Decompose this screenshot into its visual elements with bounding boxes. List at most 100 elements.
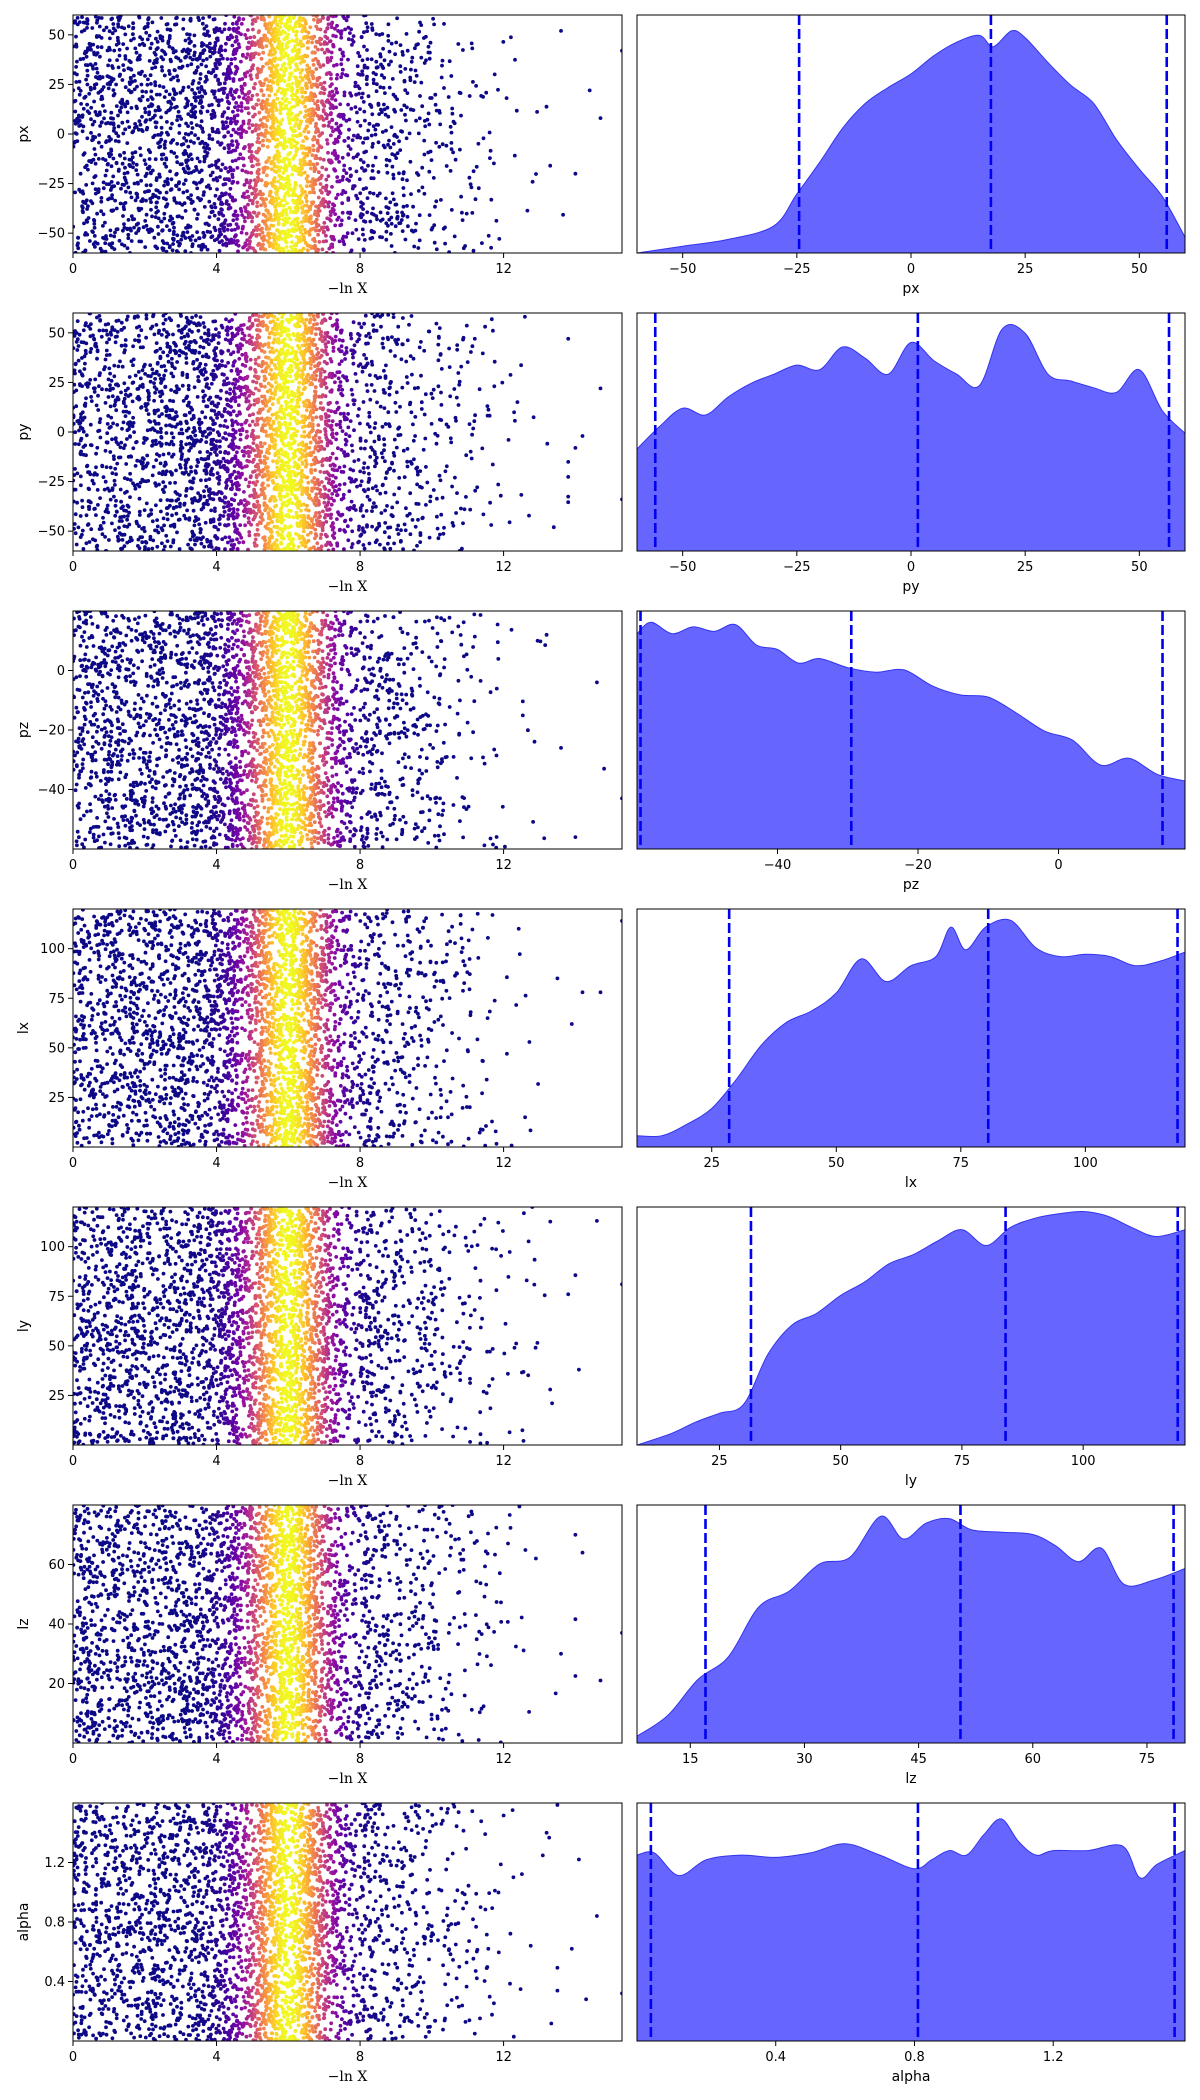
trace-py-point [94, 513, 98, 517]
trace-px-point [292, 124, 297, 128]
trace-px-point [304, 176, 309, 181]
trace-px-point [99, 36, 104, 40]
trace-px-point [161, 57, 166, 62]
trace-py-point [392, 541, 396, 546]
trace-px-point [249, 97, 254, 102]
trace-px-point [182, 136, 187, 140]
trace-px-point [169, 102, 174, 106]
trace-px-point [236, 243, 241, 248]
trace-px-point [115, 58, 119, 62]
trace-px-point [334, 156, 339, 161]
trace-px-point [277, 217, 281, 221]
trace-px-point [321, 157, 326, 162]
trace-py-point [417, 345, 422, 350]
trace-py-point [370, 524, 374, 529]
trace-px-point [284, 144, 289, 149]
trace-px-point [228, 206, 233, 210]
trace-px-point [315, 114, 320, 118]
trace-px-point [387, 62, 391, 67]
trace-px-point [150, 20, 155, 25]
trace-px-point [202, 233, 207, 238]
trace-py-point [188, 537, 193, 542]
trace-px-point [323, 29, 328, 34]
trace-px-point [215, 187, 219, 192]
trace-px-point [382, 102, 386, 107]
trace-py-point [468, 507, 473, 512]
trace-px-point [125, 46, 129, 51]
trace-py-point [161, 516, 166, 521]
trace-px-point [192, 44, 197, 48]
trace-px-point [389, 59, 393, 64]
trace-px-point [329, 55, 334, 60]
trace-py-point [106, 395, 111, 399]
trace-px-point [262, 18, 267, 22]
trace-px-point [348, 174, 353, 179]
trace-py-point [566, 460, 571, 464]
trace-px-point [74, 65, 78, 69]
trace-px-point [212, 89, 217, 94]
trace-px-point [81, 191, 86, 196]
trace-px-point [139, 206, 144, 211]
trace-px-point [116, 113, 120, 118]
trace-py-point [119, 343, 124, 348]
trace-px-point [269, 61, 273, 65]
trace-px-point [174, 171, 179, 176]
trace-px-point [122, 68, 126, 72]
trace-py-point [384, 363, 388, 368]
trace-py-point [380, 455, 385, 460]
trace-px-point [99, 196, 104, 200]
trace-px-point [295, 90, 299, 95]
trace-px-point [366, 128, 371, 133]
trace-py-point [107, 366, 112, 371]
trace-px-point [257, 140, 262, 145]
trace-px-point [306, 113, 311, 117]
trace-px-point [156, 209, 160, 214]
trace-px-point [171, 242, 176, 246]
trace-px-point [298, 162, 303, 166]
trace-py-point [448, 394, 453, 399]
trace-px-point [393, 52, 397, 57]
trace-py-point [386, 410, 391, 415]
trace-px-point [459, 194, 463, 199]
trace-py-point [146, 479, 151, 483]
trace-px-point [265, 166, 270, 170]
trace-px-point [109, 180, 114, 184]
trace-px-point [144, 118, 149, 122]
trace-py-point [384, 471, 389, 475]
trace-px-point [337, 239, 342, 244]
trace-py-point [431, 387, 436, 392]
trace-px-point [509, 35, 513, 40]
trace-px-point [110, 31, 115, 36]
trace-px-point [235, 22, 239, 26]
trace-px-point [363, 136, 367, 141]
trace-px-point [255, 102, 259, 107]
trace-py-point [368, 335, 373, 340]
trace-px-point [252, 35, 257, 39]
trace-py-point [82, 367, 87, 371]
trace-px-point [153, 215, 158, 220]
trace-px-point [305, 162, 310, 167]
trace-px-point [153, 52, 158, 57]
trace-py-point [120, 426, 124, 431]
trace-px-point [125, 246, 130, 251]
trace-px-point [202, 159, 207, 164]
trace-px-point [134, 162, 139, 167]
trace-py-point [393, 354, 397, 358]
trace-px-point [284, 240, 289, 245]
trace-px-point [286, 231, 290, 235]
trace-px-point [400, 177, 405, 182]
trace-py-point [500, 380, 505, 385]
trace-py-point [73, 361, 78, 366]
trace-px-point [316, 47, 320, 52]
trace-px-point [275, 96, 280, 101]
trace-px-point [131, 165, 135, 170]
trace-px-point [303, 90, 308, 95]
trace-py-point [389, 513, 394, 517]
trace-px-point [247, 126, 252, 130]
trace-px-point [246, 111, 251, 116]
trace-px-point [235, 119, 240, 124]
trace-py-point [486, 407, 491, 412]
trace-py-point [158, 356, 163, 361]
trace-px-point [186, 99, 190, 103]
trace-px-point [419, 80, 424, 85]
